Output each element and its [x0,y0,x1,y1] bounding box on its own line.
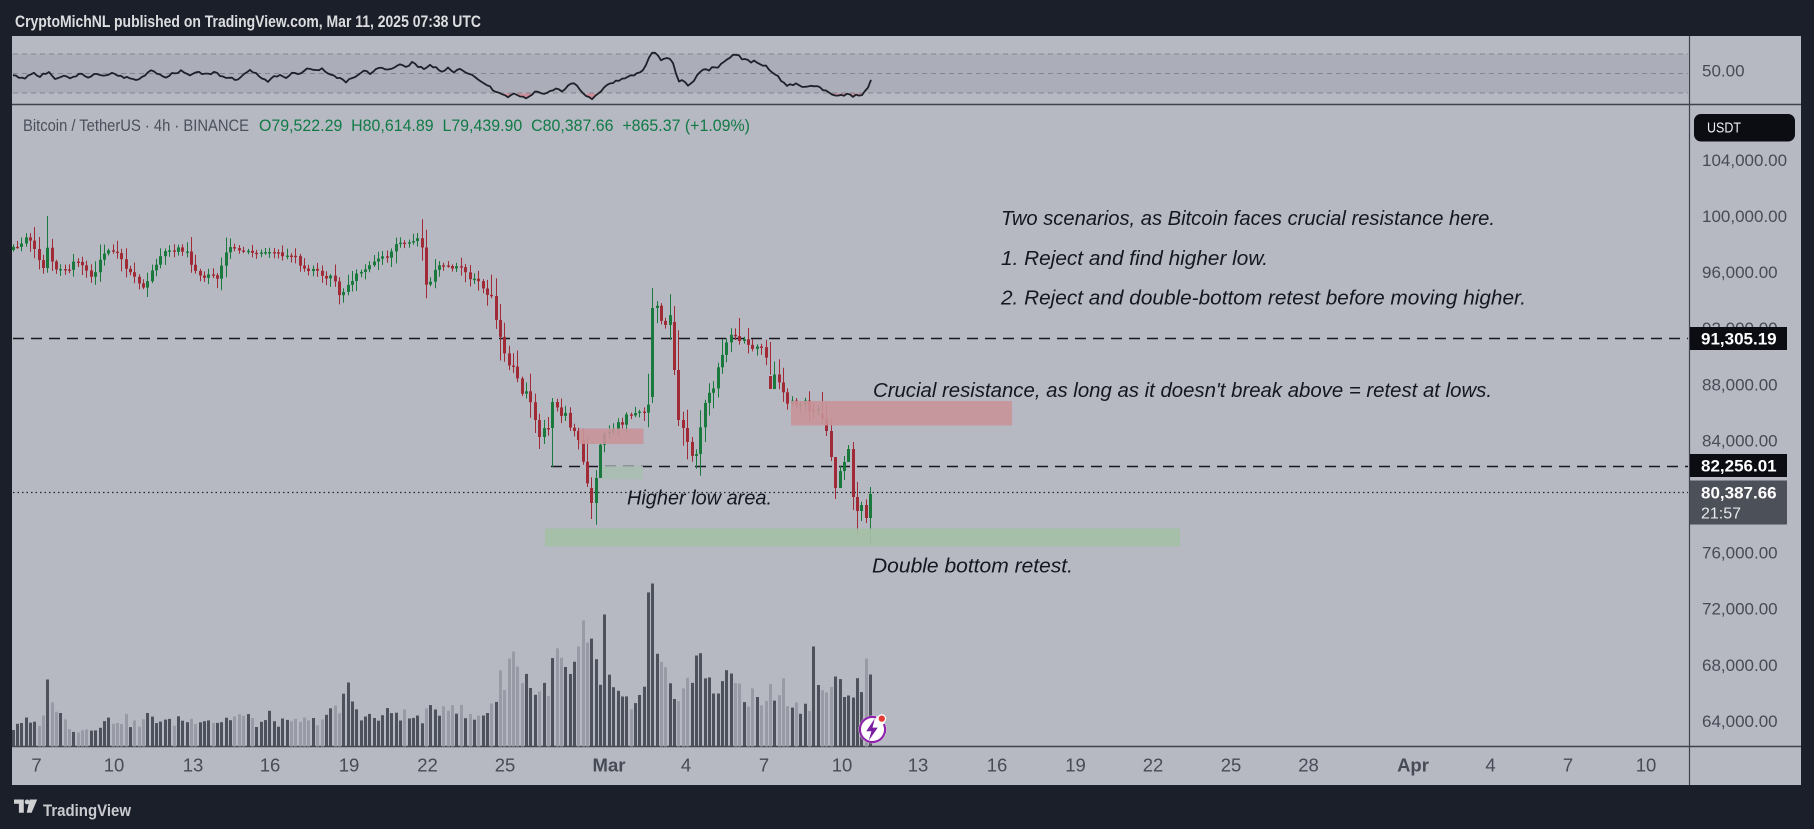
svg-text:96,000.00: 96,000.00 [1702,263,1778,282]
svg-text:80,387.66: 80,387.66 [1701,484,1777,503]
svg-text:100,000.00: 100,000.00 [1702,207,1787,226]
svg-text:13: 13 [908,755,929,776]
svg-text:64,000.00: 64,000.00 [1702,712,1778,731]
svg-text:16: 16 [260,755,281,776]
svg-text:7: 7 [1563,755,1573,776]
svg-text:10: 10 [104,755,125,776]
svg-text:Bitcoin / TetherUS · 4h · BINA: Bitcoin / TetherUS · 4h · BINANCE [23,116,249,135]
svg-text:19: 19 [339,755,360,776]
svg-text:84,000.00: 84,000.00 [1702,431,1778,450]
svg-text:10: 10 [832,755,853,776]
svg-text:2. Reject and double-bottom re: 2. Reject and double-bottom retest befor… [1000,287,1526,310]
svg-text:76,000.00: 76,000.00 [1702,544,1778,563]
svg-text:19: 19 [1065,755,1086,776]
svg-text:Mar: Mar [593,755,626,776]
svg-text:Higher low area.: Higher low area. [627,487,772,510]
svg-text:25: 25 [495,755,516,776]
svg-text:Two scenarios, as Bitcoin face: Two scenarios, as Bitcoin faces crucial … [1001,207,1495,230]
svg-text:50.00: 50.00 [1702,62,1745,81]
svg-text:Crucial resistance, as long as: Crucial resistance, as long as it doesn'… [873,379,1492,402]
svg-text:25: 25 [1221,755,1242,776]
svg-text:O79,522.29 H80,614.89 L79,43: O79,522.29 H80,614.89 L79,439.90 C80,387… [259,116,750,135]
svg-text:68,000.00: 68,000.00 [1702,656,1778,675]
svg-text:104,000.00: 104,000.00 [1702,151,1787,170]
svg-text:CryptoMichNL published on Trad: CryptoMichNL published on TradingView.co… [15,12,481,31]
svg-text:16: 16 [987,755,1008,776]
svg-text:91,305.19: 91,305.19 [1701,330,1777,349]
svg-text:72,000.00: 72,000.00 [1702,600,1778,619]
svg-text:USDT: USDT [1707,121,1741,137]
svg-text:82,256.01: 82,256.01 [1701,457,1777,476]
svg-text:88,000.00: 88,000.00 [1702,375,1778,394]
svg-text:4: 4 [1485,755,1495,776]
svg-text:1. Reject and find higher low.: 1. Reject and find higher low. [1001,247,1268,270]
svg-text:22: 22 [1143,755,1164,776]
svg-text:Apr: Apr [1397,755,1429,776]
svg-text:TradingView: TradingView [43,802,131,820]
svg-text:21:57: 21:57 [1701,506,1741,523]
svg-text:22: 22 [417,755,438,776]
svg-text:7: 7 [31,755,41,776]
svg-text:4: 4 [681,755,691,776]
svg-text:Double bottom retest.: Double bottom retest. [872,555,1073,578]
svg-text:13: 13 [183,755,204,776]
svg-text:28: 28 [1298,755,1319,776]
svg-text:7: 7 [759,755,769,776]
svg-text:10: 10 [1636,755,1657,776]
